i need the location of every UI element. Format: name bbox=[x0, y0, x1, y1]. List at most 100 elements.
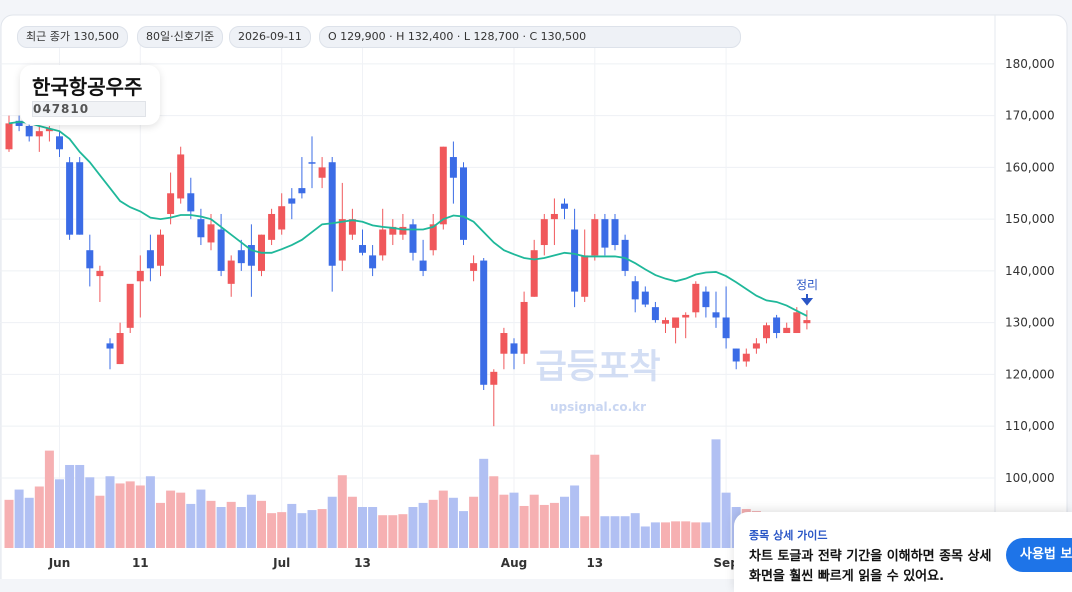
candle-body bbox=[45, 128, 53, 132]
watermark-site: upsignal.co.kr bbox=[550, 400, 646, 414]
guide-button[interactable]: 사용법 보기 bbox=[1006, 538, 1072, 572]
candle-body bbox=[136, 270, 144, 282]
candle-body bbox=[510, 343, 518, 354]
volume-bar bbox=[459, 511, 468, 548]
volume-bar bbox=[358, 507, 367, 548]
candle-body bbox=[76, 162, 84, 235]
y-tick-label: 100,000 bbox=[1005, 471, 1055, 485]
candle-body bbox=[157, 234, 164, 266]
candle-body bbox=[318, 167, 326, 178]
volume-bar bbox=[489, 476, 499, 548]
candle-body bbox=[369, 255, 377, 269]
candle-body bbox=[662, 320, 669, 324]
candle-body bbox=[15, 120, 23, 126]
volume-bar bbox=[297, 513, 307, 548]
candle-body bbox=[439, 146, 447, 225]
volume-bar bbox=[398, 514, 408, 548]
volume-bar bbox=[640, 526, 650, 548]
candle-body bbox=[348, 219, 356, 235]
candle-body bbox=[591, 219, 599, 256]
y-tick-label: 180,000 bbox=[1005, 57, 1055, 71]
volume-bar bbox=[14, 489, 24, 548]
volume-bar bbox=[317, 509, 327, 548]
volume-bar bbox=[246, 494, 256, 548]
candle-body bbox=[672, 317, 680, 328]
candle-body bbox=[763, 325, 770, 339]
stock-card: 한국항공우주 047810 bbox=[20, 65, 160, 125]
candle-body bbox=[611, 219, 619, 246]
volume-bar bbox=[347, 496, 357, 548]
volume-bar bbox=[549, 502, 559, 548]
volume-bar bbox=[307, 510, 317, 548]
guide-popup: 종목 상세 가이드 차트 토글과 전략 기간을 이해하면 종목 상세 화면을 훨… bbox=[734, 512, 1072, 592]
volume-bar bbox=[539, 504, 549, 548]
annotation: 정리 bbox=[796, 278, 818, 292]
volume-bar bbox=[650, 522, 660, 548]
volume-bar bbox=[519, 505, 529, 548]
volume-bar bbox=[408, 507, 418, 548]
candle-body bbox=[429, 224, 437, 251]
candle-body bbox=[146, 250, 154, 269]
y-tick-label: 120,000 bbox=[1005, 367, 1055, 381]
volume-bar bbox=[610, 516, 620, 548]
volume-bar bbox=[85, 477, 95, 548]
moving-average bbox=[8, 120, 808, 317]
candle-body bbox=[217, 229, 225, 271]
pill-basis: 80일·신호기준 bbox=[137, 26, 224, 48]
volume-bar bbox=[691, 522, 701, 548]
volume-bar bbox=[196, 489, 206, 548]
volume-bar bbox=[156, 502, 165, 548]
volume-bar bbox=[337, 475, 347, 548]
candle-body bbox=[500, 333, 508, 354]
candle-body bbox=[702, 291, 710, 308]
volume-bar bbox=[570, 485, 580, 548]
volume-bar bbox=[95, 495, 105, 548]
candle-body bbox=[409, 224, 417, 253]
candle-body bbox=[247, 245, 255, 266]
annotation-arrow bbox=[800, 294, 814, 306]
candle-body bbox=[66, 162, 74, 235]
volume-bar bbox=[186, 503, 196, 548]
candle-body bbox=[530, 250, 538, 297]
volume-bar bbox=[438, 490, 448, 548]
candle-body bbox=[207, 224, 215, 243]
candle-body bbox=[298, 188, 306, 194]
candle-body bbox=[692, 283, 700, 313]
candle-body bbox=[197, 219, 205, 238]
volume-bar bbox=[469, 496, 479, 548]
volume-bar bbox=[65, 464, 75, 548]
volume-bar bbox=[388, 515, 398, 548]
guide-text: 차트 토글과 전략 기간을 이해하면 종목 상세 bbox=[749, 549, 992, 564]
candle-body bbox=[783, 327, 791, 334]
candle-body bbox=[470, 263, 478, 271]
y-tick-label: 160,000 bbox=[1005, 160, 1055, 174]
candle-body bbox=[177, 154, 185, 199]
candle-body bbox=[742, 353, 750, 362]
volume-bar bbox=[287, 503, 297, 548]
candle-body bbox=[227, 260, 235, 284]
volume-bar bbox=[499, 494, 509, 548]
volume-bar bbox=[327, 496, 337, 548]
volume-bar bbox=[479, 458, 489, 548]
candle-body bbox=[631, 281, 639, 300]
candle-body bbox=[288, 198, 296, 204]
volume-bar bbox=[721, 492, 731, 548]
volume-bar bbox=[529, 494, 539, 548]
candle-body bbox=[793, 312, 801, 334]
candle-body bbox=[25, 125, 33, 137]
volume-bar bbox=[44, 450, 54, 548]
x-tick-label: 13 bbox=[586, 556, 603, 570]
candle-body bbox=[308, 162, 316, 164]
candle-body bbox=[490, 371, 498, 385]
volume-bar bbox=[24, 497, 34, 548]
candle-body bbox=[581, 255, 589, 297]
volume-bar bbox=[590, 454, 600, 548]
volume-bar bbox=[105, 476, 115, 548]
candle-body bbox=[449, 157, 457, 178]
volume-bar bbox=[34, 486, 44, 548]
volume-bar bbox=[701, 522, 711, 548]
stock-name: 한국항공우주 bbox=[32, 75, 143, 99]
candle-body bbox=[237, 250, 245, 264]
candle-body bbox=[278, 206, 286, 230]
volume-bar bbox=[560, 496, 569, 548]
